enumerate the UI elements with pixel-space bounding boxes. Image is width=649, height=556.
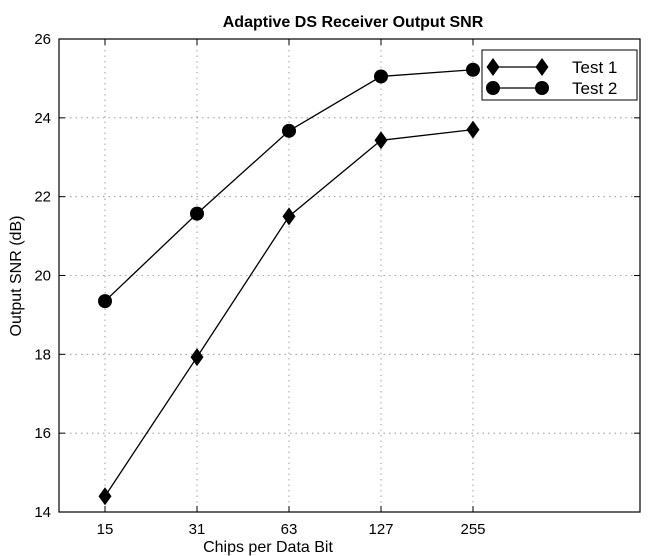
legend-label: Test 1 <box>572 58 617 77</box>
y-tick-label: 20 <box>34 268 51 285</box>
diamond-marker <box>282 207 296 226</box>
chart-title: Adaptive DS Receiver Output SNR <box>223 14 484 31</box>
circle-marker <box>466 62 480 77</box>
y-tick-label: 18 <box>34 346 51 363</box>
x-tick-label: 31 <box>189 521 206 538</box>
circle-marker <box>190 206 204 221</box>
x-axis-label: Chips per Data Bit <box>203 539 333 556</box>
series-test-2 <box>98 62 480 309</box>
diamond-marker <box>466 120 480 139</box>
series-group <box>98 62 480 506</box>
y-tick-label: 22 <box>34 189 51 206</box>
legend-label: Test 2 <box>572 79 617 98</box>
legend-marker <box>486 58 500 76</box>
y-tick-label: 24 <box>34 110 51 127</box>
x-tick-label: 127 <box>368 521 393 538</box>
plot-frame <box>58 38 641 513</box>
axis-ticks: 15 31 63 127 255 14 16 18 20 22 24 26 <box>34 31 640 538</box>
y-tick-label: 16 <box>34 425 51 442</box>
diamond-marker <box>190 348 204 367</box>
legend-marker <box>535 58 549 76</box>
legend-box <box>481 49 638 101</box>
circle-marker <box>374 69 388 84</box>
y-tick-label: 26 <box>34 31 51 48</box>
grid <box>59 39 640 512</box>
x-tick-label: 63 <box>281 521 298 538</box>
legend: Test 1 Test 2 <box>481 49 638 101</box>
diamond-marker <box>374 131 388 150</box>
x-tick-label: 255 <box>460 521 485 538</box>
series-line <box>104 69 474 302</box>
circle-marker <box>282 123 296 138</box>
y-axis-label: Output SNR (dB) <box>8 216 25 337</box>
diamond-marker <box>98 487 112 506</box>
y-tick-label: 14 <box>34 504 51 521</box>
circle-marker <box>98 294 112 309</box>
legend-marker <box>535 81 549 95</box>
legend-marker <box>486 81 500 95</box>
series-test-1 <box>98 120 480 506</box>
x-tick-label: 15 <box>97 521 114 538</box>
